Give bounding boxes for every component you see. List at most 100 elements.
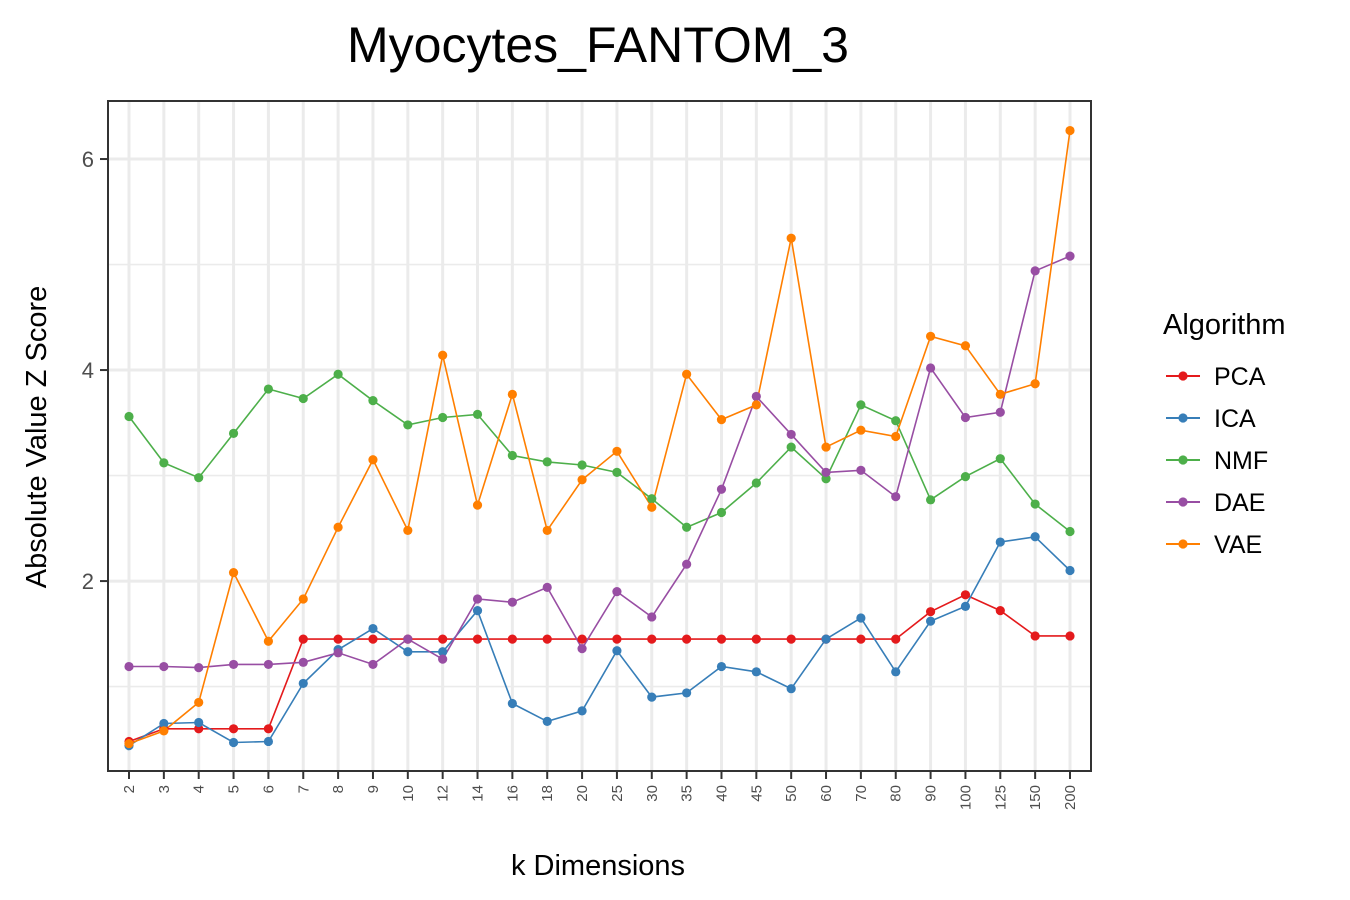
data-point-dae — [403, 634, 413, 644]
data-point-nmf — [925, 495, 936, 505]
data-point-pca — [333, 634, 343, 644]
data-point-nmf — [995, 454, 1005, 464]
data-point-vae — [995, 389, 1005, 399]
data-point-ica — [751, 667, 761, 677]
x-tick-label: 18 — [539, 785, 556, 802]
data-point-nmf — [682, 522, 692, 532]
x-tick-label: 2 — [121, 785, 138, 793]
data-point-pca — [856, 634, 866, 644]
data-point-pca — [647, 634, 657, 644]
legend-key-point-nmf — [1178, 455, 1188, 465]
data-point-nmf — [542, 457, 552, 467]
data-point-dae — [368, 659, 378, 670]
x-tick-label: 16 — [504, 785, 521, 802]
data-point-pca — [612, 634, 622, 644]
data-point-dae — [438, 654, 448, 664]
x-tick-label: 4 — [191, 785, 208, 793]
data-point-dae — [159, 661, 169, 672]
data-point-ica — [995, 537, 1005, 547]
data-point-dae — [472, 594, 483, 604]
data-point-nmf — [891, 416, 901, 426]
data-point-vae — [682, 369, 692, 379]
legend-label-nmf: NMF — [1214, 447, 1268, 475]
data-point-ica — [612, 646, 622, 656]
series-line-vae — [128, 130, 1071, 745]
data-point-ica — [228, 737, 239, 748]
data-point-vae — [716, 415, 727, 425]
data-point-ica — [1030, 532, 1040, 542]
data-point-ica — [1065, 565, 1075, 576]
data-point-ica — [821, 634, 831, 644]
data-point-nmf — [856, 400, 866, 410]
data-point-pca — [577, 634, 587, 644]
data-point-pca — [368, 634, 378, 644]
y-tick-label: 2 — [82, 569, 94, 594]
x-tick-label: 125 — [992, 785, 1009, 810]
data-point-pca — [925, 607, 936, 617]
data-point-pca — [194, 724, 204, 734]
data-point-vae — [821, 442, 831, 452]
data-point-vae — [612, 446, 622, 456]
data-point-ica — [647, 692, 657, 702]
data-point-dae — [612, 587, 622, 597]
data-point-vae — [1030, 379, 1040, 389]
legend-key-point-dae — [1178, 497, 1188, 507]
data-point-nmf — [647, 494, 657, 504]
data-point-pca — [960, 590, 971, 600]
x-tick-label: 9 — [365, 785, 382, 793]
data-point-vae — [438, 350, 448, 360]
data-point-pca — [263, 724, 274, 734]
data-point-nmf — [263, 384, 274, 394]
data-point-vae — [124, 738, 134, 749]
x-tick-label: 10 — [400, 785, 417, 802]
data-point-ica — [856, 613, 866, 623]
data-point-dae — [542, 582, 552, 593]
series-points — [124, 125, 1075, 751]
x-tick-label: 90 — [923, 785, 940, 802]
data-point-dae — [856, 465, 866, 475]
data-point-dae — [228, 659, 239, 670]
data-point-vae — [194, 697, 204, 708]
y-tick-label: 6 — [82, 147, 94, 172]
data-point-pca — [1030, 631, 1040, 641]
data-point-dae — [1065, 251, 1075, 261]
data-point-ica — [716, 661, 727, 672]
data-point-vae — [786, 233, 796, 243]
data-point-nmf — [159, 458, 169, 468]
data-point-nmf — [960, 472, 971, 482]
legend-key-point-vae — [1178, 539, 1188, 549]
data-point-vae — [891, 431, 901, 442]
data-point-nmf — [1065, 526, 1075, 537]
data-point-ica — [891, 667, 901, 677]
data-point-dae — [682, 559, 692, 569]
series-line-pca — [128, 593, 1070, 743]
plot-panel-border — [107, 100, 1092, 772]
data-point-ica — [960, 601, 971, 612]
x-tick-label: 20 — [574, 785, 591, 802]
data-point-nmf — [751, 478, 761, 488]
x-tick-label: 60 — [818, 785, 835, 802]
data-point-ica — [159, 718, 169, 729]
data-point-dae — [298, 657, 308, 667]
data-point-pca — [507, 634, 517, 644]
data-point-pca — [472, 634, 483, 644]
legend-label-vae: VAE — [1214, 531, 1262, 559]
series-line-ica — [128, 535, 1071, 747]
data-point-ica — [438, 647, 448, 657]
data-point-nmf — [403, 420, 413, 430]
x-tick-label: 150 — [1027, 785, 1044, 810]
data-point-vae — [368, 455, 378, 465]
data-point-dae — [1030, 266, 1040, 276]
data-point-vae — [333, 522, 343, 532]
data-point-pca — [786, 634, 796, 644]
data-point-ica — [403, 647, 413, 657]
x-tick-label: 50 — [783, 785, 800, 802]
legend-label-dae: DAE — [1214, 489, 1265, 517]
x-tick-label: 3 — [156, 785, 173, 793]
data-point-nmf — [124, 411, 134, 422]
data-point-pca — [682, 634, 692, 644]
chart-title: Myocytes_FANTOM_3 — [347, 17, 849, 73]
data-point-nmf — [821, 474, 831, 484]
